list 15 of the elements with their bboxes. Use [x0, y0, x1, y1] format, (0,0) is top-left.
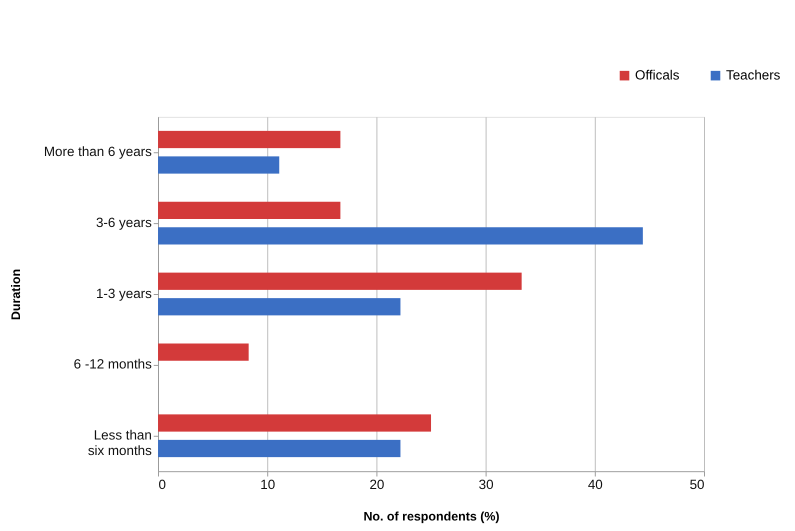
- x-tick-label: 40: [588, 476, 603, 492]
- y-axis-title: Duration: [8, 268, 23, 320]
- x-tick-label: 0: [158, 476, 166, 492]
- y-tick-label: 6 -12 months: [74, 356, 152, 372]
- legend-label: Officals: [635, 67, 680, 82]
- x-tick-label: 50: [690, 476, 704, 492]
- legend-label: Teachers: [726, 67, 781, 82]
- y-tick-label: 1-3 years: [96, 286, 152, 301]
- x-tick-label: 10: [260, 476, 276, 492]
- x-axis-title: No. of respondents (%): [363, 510, 500, 524]
- y-tick-label: Less than six months: [88, 428, 152, 458]
- y-tick-label: 3-6 years: [96, 214, 152, 230]
- y-tick-label: More than 6 years: [44, 144, 152, 160]
- x-tick-label: 20: [369, 476, 384, 492]
- x-tick-label: 30: [478, 476, 494, 492]
